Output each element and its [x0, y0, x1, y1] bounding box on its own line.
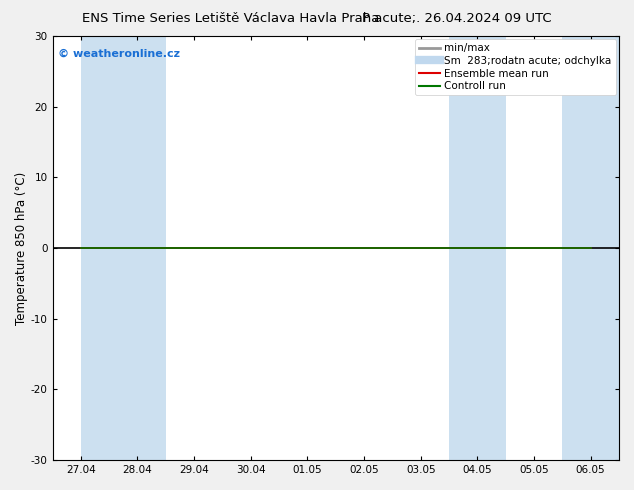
- Y-axis label: Temperature 850 hPa (°C): Temperature 850 hPa (°C): [15, 172, 28, 325]
- Legend: min/max, Sm  283;rodatn acute; odchylka, Ensemble mean run, Controll run: min/max, Sm 283;rodatn acute; odchylka, …: [415, 39, 616, 96]
- Text: P acute;. 26.04.2024 09 UTC: P acute;. 26.04.2024 09 UTC: [362, 12, 552, 25]
- Text: © weatheronline.cz: © weatheronline.cz: [58, 49, 180, 59]
- Bar: [449, 36, 506, 460]
- Bar: [81, 36, 166, 460]
- Text: ENS Time Series Letiště Václava Havla Praha: ENS Time Series Letiště Václava Havla Pr…: [82, 12, 380, 25]
- Bar: [562, 36, 619, 460]
